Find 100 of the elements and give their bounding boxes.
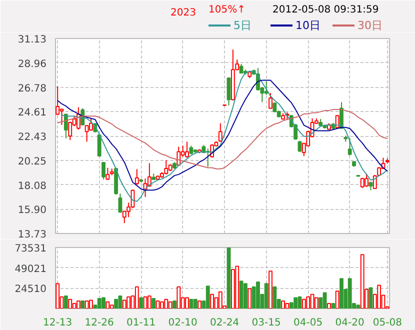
y-tick-label: 13.73 <box>18 230 47 240</box>
candlestick <box>268 92 272 110</box>
bar <box>118 296 122 308</box>
bar <box>176 286 181 308</box>
x-tick-label: 02-10 <box>168 318 198 328</box>
text: 2023 <box>170 8 196 18</box>
y-tick-label: 26.78 <box>18 83 47 94</box>
y-tick-label: 15.90 <box>18 205 47 216</box>
candlestick <box>185 141 189 158</box>
bar <box>168 301 172 308</box>
candlestick <box>364 173 368 188</box>
bar <box>298 296 302 308</box>
bar <box>356 304 360 308</box>
line-series <box>61 70 388 202</box>
y-tick-label: 22.43 <box>18 132 47 143</box>
bar <box>239 280 244 308</box>
x-tick-label: 12-26 <box>84 318 114 328</box>
y-tick-label: 49021 <box>14 264 46 275</box>
bar <box>331 303 336 308</box>
bar <box>164 298 168 308</box>
bar <box>248 288 252 308</box>
x-tick-label: 12-13 <box>43 318 72 328</box>
candlestick <box>348 138 352 156</box>
bar <box>185 297 189 308</box>
bar <box>84 300 89 308</box>
bar <box>106 301 110 308</box>
bar <box>72 303 76 308</box>
bar <box>218 291 222 308</box>
line-series <box>57 108 388 170</box>
bar <box>327 303 331 308</box>
bar <box>122 300 126 308</box>
bar <box>302 298 306 308</box>
bar <box>126 296 131 308</box>
bar <box>244 283 248 308</box>
bar <box>235 266 240 308</box>
bar <box>306 296 310 308</box>
bar <box>64 296 68 308</box>
candlestick <box>84 124 89 142</box>
bar <box>256 281 260 308</box>
bar <box>152 298 156 308</box>
bar <box>160 301 164 308</box>
bar <box>285 303 290 308</box>
bar <box>172 300 176 308</box>
bar <box>56 283 60 308</box>
bar <box>340 278 344 308</box>
bar <box>89 300 93 308</box>
x-tick-label: 04-05 <box>294 318 323 328</box>
candlestick <box>164 160 168 175</box>
bar <box>310 294 314 308</box>
candlestick <box>218 122 222 142</box>
bar <box>210 294 214 308</box>
bar <box>281 300 285 308</box>
y-tick-label: 20.25 <box>18 156 47 168</box>
candlestick <box>226 77 231 106</box>
legend-label: 30日 <box>358 19 382 32</box>
bar <box>68 298 72 308</box>
bar <box>156 300 160 308</box>
y-tick-label: 24510 <box>14 284 46 296</box>
bar <box>272 286 277 308</box>
candlestick <box>102 162 106 180</box>
bar <box>110 304 114 308</box>
y-tick-label: 73531 <box>14 244 46 254</box>
y-tick-label: 24.61 <box>18 108 47 119</box>
bar <box>189 298 194 308</box>
bar <box>377 284 382 308</box>
bar <box>348 278 352 308</box>
bar <box>143 296 148 308</box>
candlestick <box>60 108 64 126</box>
bar <box>80 300 85 308</box>
bar <box>264 283 268 308</box>
bar <box>139 297 144 308</box>
candlestick <box>56 86 60 116</box>
bar <box>193 298 198 308</box>
bar <box>230 269 235 308</box>
bar <box>102 297 106 308</box>
bar <box>206 286 210 308</box>
candlestick <box>335 114 340 129</box>
candlestick <box>106 167 110 181</box>
bar <box>314 297 318 308</box>
bar <box>97 298 102 308</box>
bar <box>226 248 231 308</box>
bar <box>114 298 118 308</box>
y-tick-label: 28.96 <box>18 58 47 70</box>
y-tick-label: 18.08 <box>18 180 47 192</box>
x-tick-label: 02-24 <box>210 318 240 328</box>
x-tick-label: 04-20 <box>335 318 364 328</box>
x-tick-label: 05-08 <box>372 318 402 328</box>
text: 105%↑ <box>208 4 246 16</box>
bar <box>134 286 139 308</box>
bar <box>294 297 298 308</box>
y-tick-label: 31.13 <box>18 34 47 46</box>
bar <box>198 300 202 308</box>
candlestick <box>134 168 139 186</box>
legend-label: 10日 <box>296 19 320 32</box>
bar <box>335 290 340 308</box>
legend-label: 5日 <box>234 19 252 32</box>
bar <box>147 296 152 308</box>
x-tick-label: 03-15 <box>252 318 281 328</box>
bar <box>360 254 364 308</box>
bar <box>268 270 272 308</box>
